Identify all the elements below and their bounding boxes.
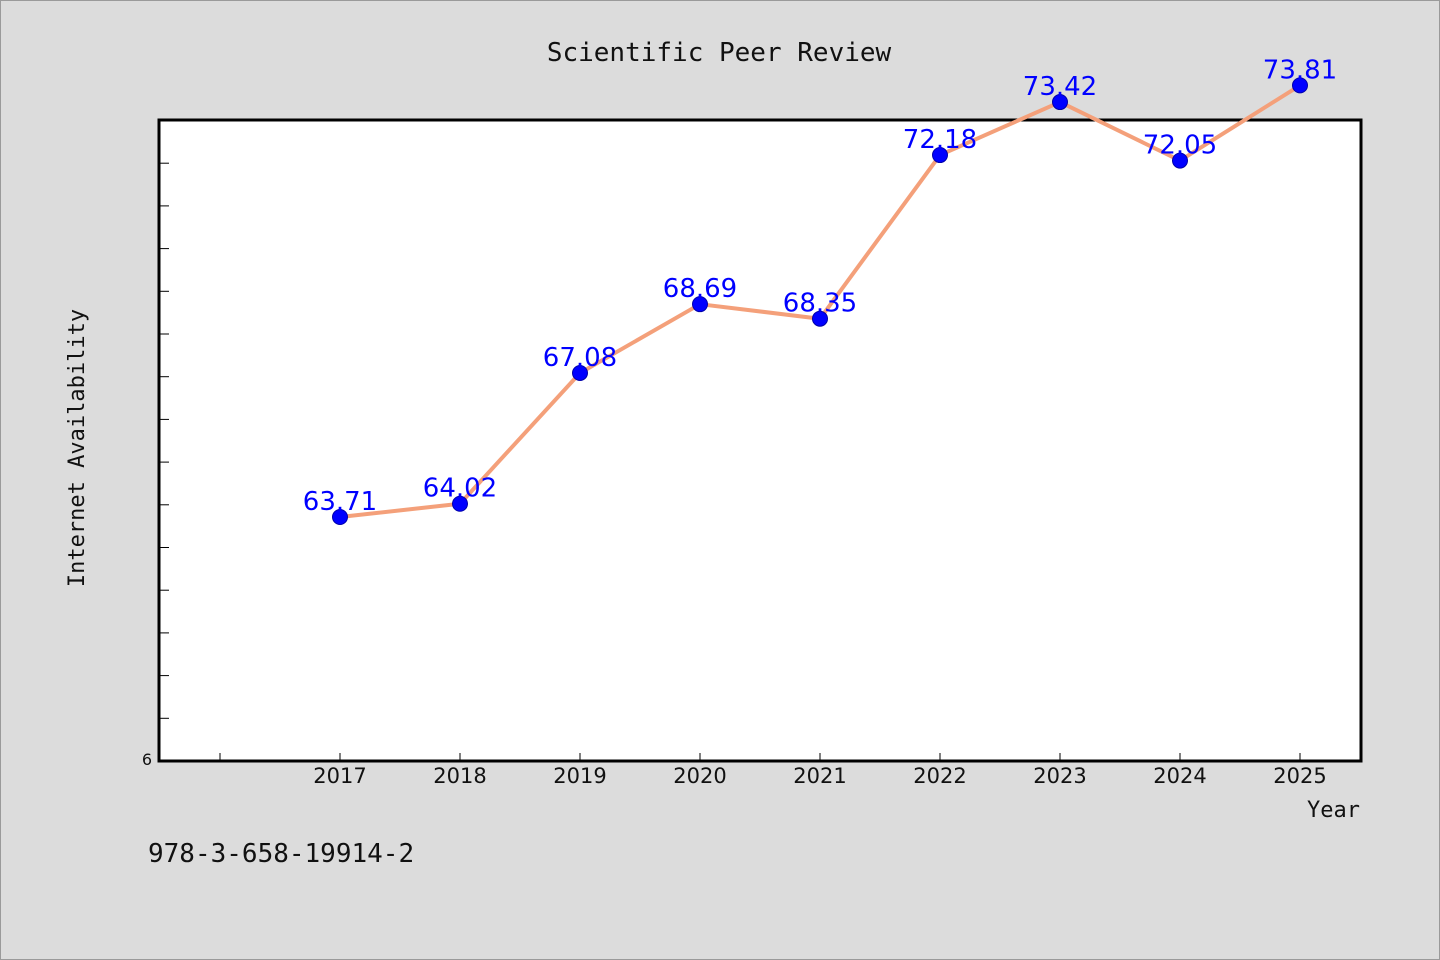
x-tick-label: 2021	[793, 764, 846, 788]
plot-area	[157, 118, 1363, 763]
data-label: 64.02	[423, 474, 497, 504]
data-point	[1172, 152, 1188, 169]
data-label: 68.35	[783, 289, 857, 319]
x-tick-label: 2023	[1033, 764, 1086, 788]
x-tick-label: 2017	[313, 764, 366, 788]
y-axis-label: Internet Availability	[65, 309, 90, 587]
data-label: 63.71	[303, 487, 377, 517]
data-point	[692, 296, 708, 313]
data-label: 72.18	[903, 125, 977, 155]
data-point	[572, 364, 588, 381]
x-tick-label: 2019	[553, 764, 606, 788]
y-axis-ticks	[159, 162, 169, 762]
data-label: 73.42	[1023, 72, 1097, 102]
data-point	[932, 147, 948, 164]
series-line-group: 63.71 64.02 67.08 68.69 68.35 72.18 73.42 72.05…	[303, 55, 1337, 525]
data-label: 72.05	[1143, 131, 1217, 161]
data-label: 67.08	[543, 343, 617, 373]
data-point	[1292, 77, 1308, 94]
data-label: 73.81	[1263, 55, 1337, 85]
data-point	[332, 508, 348, 525]
data-point	[1052, 94, 1068, 111]
x-tick-label: 2018	[433, 764, 486, 788]
data-label: 68.69	[663, 274, 737, 304]
footer-note: 978-3-658-19914-2	[148, 839, 414, 869]
data-point	[812, 310, 828, 327]
x-axis-ticks: 2017 2018 2019 2020 2021 2022 2023 2024 2025	[219, 753, 1327, 788]
x-tick-label: 2024	[1153, 764, 1206, 788]
data-point	[452, 495, 468, 512]
x-tick-label: 2020	[673, 764, 726, 788]
x-tick-label: 2025	[1273, 764, 1326, 788]
x-axis-label: Year	[1307, 798, 1360, 823]
chart-title: Scientific Peer Review	[547, 38, 892, 68]
y-tick-label: 6	[142, 750, 152, 769]
x-tick-label: 2022	[913, 764, 966, 788]
